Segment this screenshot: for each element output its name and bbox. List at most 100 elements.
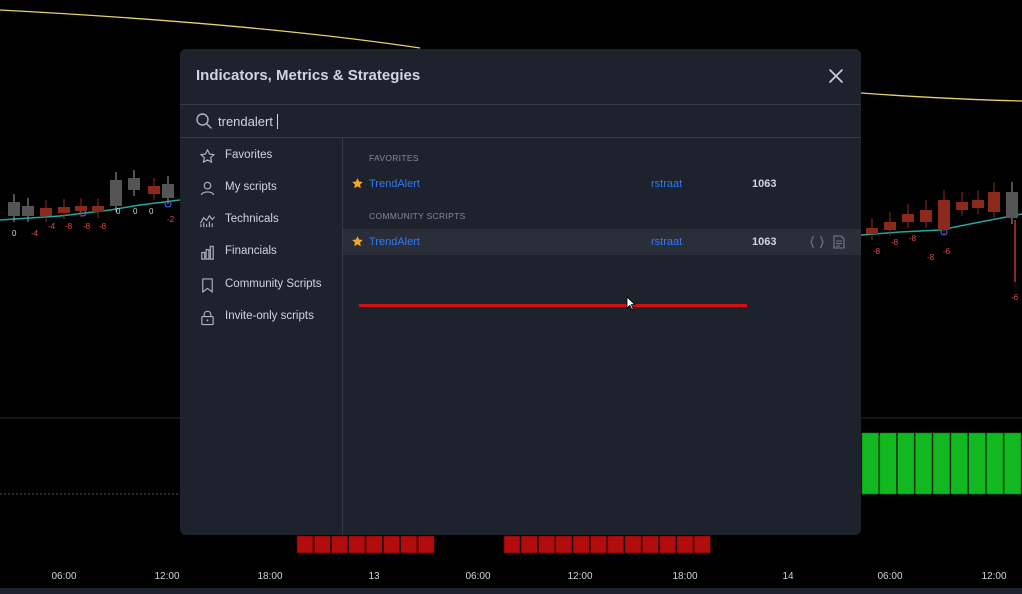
- red-annotation-underline: [359, 304, 747, 307]
- candle-body: [938, 200, 950, 230]
- bull-histogram-bar: [1004, 432, 1022, 495]
- bull-histogram-bar: [915, 432, 933, 495]
- bull-histogram-bar: [861, 432, 879, 495]
- bear-histogram-bar: [348, 535, 366, 554]
- study-value-label: -6: [943, 247, 951, 256]
- candle-body: [902, 214, 914, 222]
- candle-body: [40, 208, 52, 216]
- study-value-label: -4: [48, 222, 56, 231]
- study-value-label: 0: [116, 207, 121, 216]
- bear-histogram-bar: [417, 535, 435, 554]
- bull-histogram-bar: [897, 432, 915, 495]
- time-axis-label: 12:00: [154, 571, 180, 582]
- sidebar-item-community-scripts[interactable]: Community Scripts: [180, 269, 342, 301]
- study-value-label: -6: [1011, 293, 1019, 302]
- bear-histogram-bar: [383, 535, 400, 554]
- technicals-chart-icon: [199, 214, 216, 228]
- bookmark-icon: [202, 278, 213, 293]
- candle-body: [58, 207, 70, 213]
- candle-body: [988, 192, 1000, 212]
- candle-body: [956, 202, 968, 210]
- script-name[interactable]: TrendAlert: [369, 178, 420, 190]
- document-icon[interactable]: [833, 235, 845, 249]
- sidebar-item-label: My scripts: [225, 181, 277, 193]
- dialog-header: Indicators, Metrics & Strategies: [180, 49, 861, 105]
- time-axis-label: 14: [782, 571, 794, 582]
- bear-histogram-bar: [538, 535, 555, 554]
- mouse-cursor-icon: [626, 296, 636, 310]
- sidebar-item-label: Favorites: [225, 149, 273, 161]
- script-likes-count: 1063: [752, 178, 777, 190]
- bear-histogram-bar: [520, 535, 538, 554]
- category-sidebar: Favorites My scripts Technicals Financia…: [180, 138, 343, 535]
- sidebar-item-favorites[interactable]: Favorites: [180, 140, 342, 172]
- section-header-community: COMMUNITY SCRIPTS: [369, 211, 466, 221]
- script-author[interactable]: rstraat: [651, 236, 683, 248]
- bear-histogram-bar: [659, 535, 677, 554]
- candle-body: [110, 180, 122, 206]
- indicators-dialog: Indicators, Metrics & Strategies Favorit…: [180, 49, 861, 535]
- sidebar-item-label: Financials: [225, 245, 277, 257]
- code-icon[interactable]: [810, 235, 824, 249]
- time-axis-label: 18:00: [672, 571, 698, 582]
- time-axis: 06:00 12:00 18:00 13 06:00 12:00 18:00 14 06:00 1…: [0, 566, 1022, 588]
- search-icon: [196, 113, 212, 129]
- study-value-label: 0: [12, 229, 17, 238]
- price-line: [0, 9, 1022, 102]
- sidebar-item-technicals[interactable]: Technicals: [180, 204, 342, 236]
- study-value-label: -8: [927, 253, 935, 262]
- lock-icon: [201, 310, 214, 326]
- bear-histogram-bar: [572, 535, 590, 554]
- study-value-label: -8: [909, 234, 917, 243]
- study-value-label: -8: [99, 222, 107, 231]
- star-outline-icon: [200, 149, 215, 163]
- time-axis-label: 18:00: [257, 571, 283, 582]
- time-axis-label: 06:00: [877, 571, 903, 582]
- sidebar-item-my-scripts[interactable]: My scripts: [180, 172, 342, 204]
- bear-histogram-bar: [624, 535, 642, 554]
- section-header-favorites: FAVORITES: [369, 153, 419, 163]
- bear-histogram-bar: [503, 535, 521, 554]
- sidebar-item-label: Technicals: [225, 213, 279, 225]
- script-name[interactable]: TrendAlert: [369, 236, 420, 248]
- time-axis-label: 06:00: [51, 571, 77, 582]
- sidebar-item-financials[interactable]: Financials: [180, 236, 342, 268]
- bear-histogram-bar: [555, 535, 573, 554]
- search-input[interactable]: [218, 111, 818, 131]
- bull-histogram-bar: [950, 432, 968, 495]
- close-icon[interactable]: [827, 67, 845, 85]
- script-likes-count: 1063: [752, 236, 777, 248]
- bear-histogram-bar: [331, 535, 348, 554]
- study-value-label: -8: [891, 238, 899, 247]
- bar-chart-icon: [201, 245, 214, 260]
- text-caret: [277, 114, 278, 129]
- candle-body: [162, 184, 174, 198]
- bull-histogram-bar: [879, 432, 897, 495]
- result-row-favorite[interactable]: TrendAlert rstraat 1063: [343, 171, 861, 197]
- bull-histogram-bar: [968, 432, 986, 495]
- candle-body: [1006, 192, 1018, 218]
- time-axis-label: 06:00: [465, 571, 491, 582]
- bear-histogram-bar: [607, 535, 625, 554]
- star-filled-icon[interactable]: [351, 177, 364, 190]
- sidebar-item-invite-only[interactable]: Invite-only scripts: [180, 301, 342, 333]
- bear-histogram-bar: [590, 535, 607, 554]
- script-author[interactable]: rstraat: [651, 178, 683, 190]
- bull-histogram-bar: [986, 432, 1004, 495]
- time-axis-label: 13: [368, 571, 380, 582]
- bottom-strip: [0, 588, 1022, 594]
- bear-histogram-bar: [365, 535, 383, 554]
- candle-body: [866, 228, 878, 234]
- candle-body: [22, 206, 34, 216]
- study-value-label: -8: [65, 222, 73, 231]
- study-value-label: -4: [31, 229, 39, 238]
- bear-histogram-bar: [313, 535, 331, 554]
- star-filled-icon[interactable]: [351, 235, 364, 248]
- study-value-label: -2: [167, 215, 175, 224]
- result-row-community[interactable]: TrendAlert rstraat 1063: [343, 229, 861, 255]
- dialog-title: Indicators, Metrics & Strategies: [196, 67, 421, 84]
- study-value-label: 0: [149, 207, 154, 216]
- study-value-label: -8: [83, 222, 91, 231]
- time-axis-label: 12:00: [567, 571, 593, 582]
